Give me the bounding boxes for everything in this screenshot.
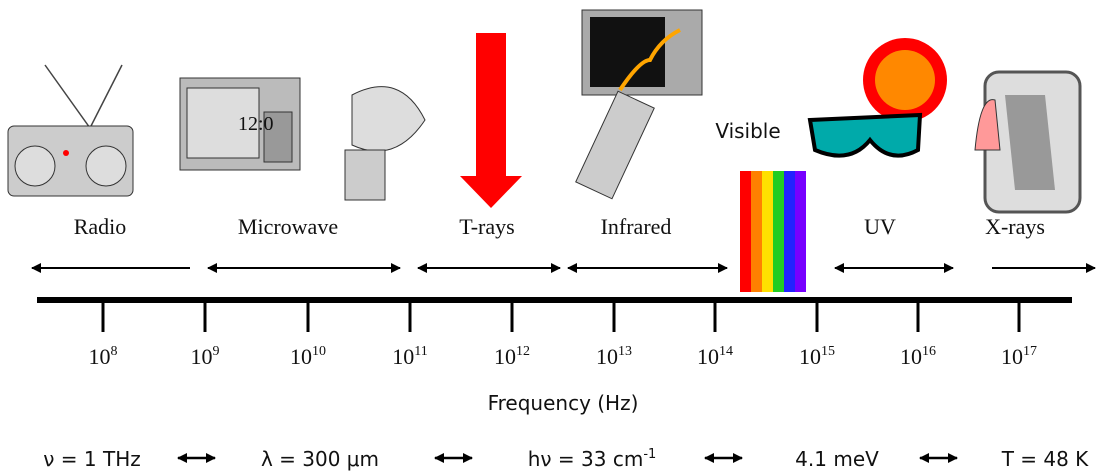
equivalence: T = 48 K: [1001, 447, 1089, 471]
band-label: Radio: [74, 214, 127, 239]
tick-exponent: 16: [922, 344, 936, 359]
spectrum-diagram: 12:0 Visible 108109101010111012101310141…: [0, 0, 1101, 474]
equivalence: ν = 1 THz: [43, 447, 140, 471]
dish-icon: [345, 87, 425, 200]
equivalence: hν = 33 cm-1: [528, 447, 657, 471]
equivalence-text: T = 48 K: [1001, 447, 1089, 471]
tick-base: 10: [799, 344, 821, 369]
tick-base: 10: [290, 344, 312, 369]
equivalence: λ = 300 μm: [261, 447, 379, 471]
axis-label: Frequency (Hz): [488, 391, 639, 415]
equivalence-text: ν = 1 THz: [43, 447, 140, 471]
tick-exponent: 12: [516, 344, 530, 359]
visible-spectrum: [740, 171, 806, 292]
tick-label: 1011: [392, 344, 427, 369]
tick-exponent: 15: [821, 344, 835, 359]
tick-base: 10: [697, 344, 719, 369]
t-ray-arrow: [460, 33, 522, 208]
tick-exponent: 9: [213, 344, 220, 359]
band-label: Microwave: [238, 214, 338, 239]
tick-base: 10: [1001, 344, 1023, 369]
radio-icon: [8, 65, 133, 196]
microwave-display: 12:0: [238, 113, 274, 135]
band-label: X-rays: [985, 214, 1045, 239]
tick-exponent: 13: [618, 344, 632, 359]
equivalence: 4.1 meV: [795, 447, 879, 471]
tick-base: 10: [596, 344, 618, 369]
microwave-icon: 12:0: [180, 78, 300, 170]
tick-exponent: 17: [1023, 344, 1037, 359]
tick-base: 10: [392, 344, 414, 369]
tick-exponent: 10: [312, 344, 326, 359]
equivalence-text: λ = 300 μm: [261, 447, 379, 471]
sun-glasses-icon: [810, 38, 947, 156]
tick-base: 10: [494, 344, 516, 369]
visible-label: Visible: [715, 119, 780, 143]
tick-base: 10: [191, 344, 213, 369]
tick-label: 1010: [290, 344, 326, 369]
band-label: UV: [864, 214, 896, 239]
tick-exponent: 14: [719, 344, 733, 359]
tv-remote-icon: [576, 10, 702, 199]
tick-label: 1013: [596, 344, 632, 369]
tick-label: 108: [89, 344, 118, 369]
tick-base: 10: [89, 344, 111, 369]
tick-exponent: 11: [414, 344, 427, 359]
xray-icon: [975, 72, 1080, 212]
tick-label: 109: [191, 344, 220, 369]
tick-label: 1015: [799, 344, 835, 369]
tick-label: 1017: [1001, 344, 1037, 369]
tick-label: 1016: [900, 344, 936, 369]
tick-label: 1014: [697, 344, 733, 369]
equivalence-text: hν = 33 cm: [528, 447, 644, 471]
equivalence-superscript: -1: [643, 447, 656, 462]
tick-base: 10: [900, 344, 922, 369]
band-label: Infrared: [601, 214, 672, 239]
band-label: T-rays: [459, 214, 514, 239]
tick-label: 1012: [494, 344, 530, 369]
equivalence-text: 4.1 meV: [795, 447, 879, 471]
tick-exponent: 8: [111, 344, 118, 359]
